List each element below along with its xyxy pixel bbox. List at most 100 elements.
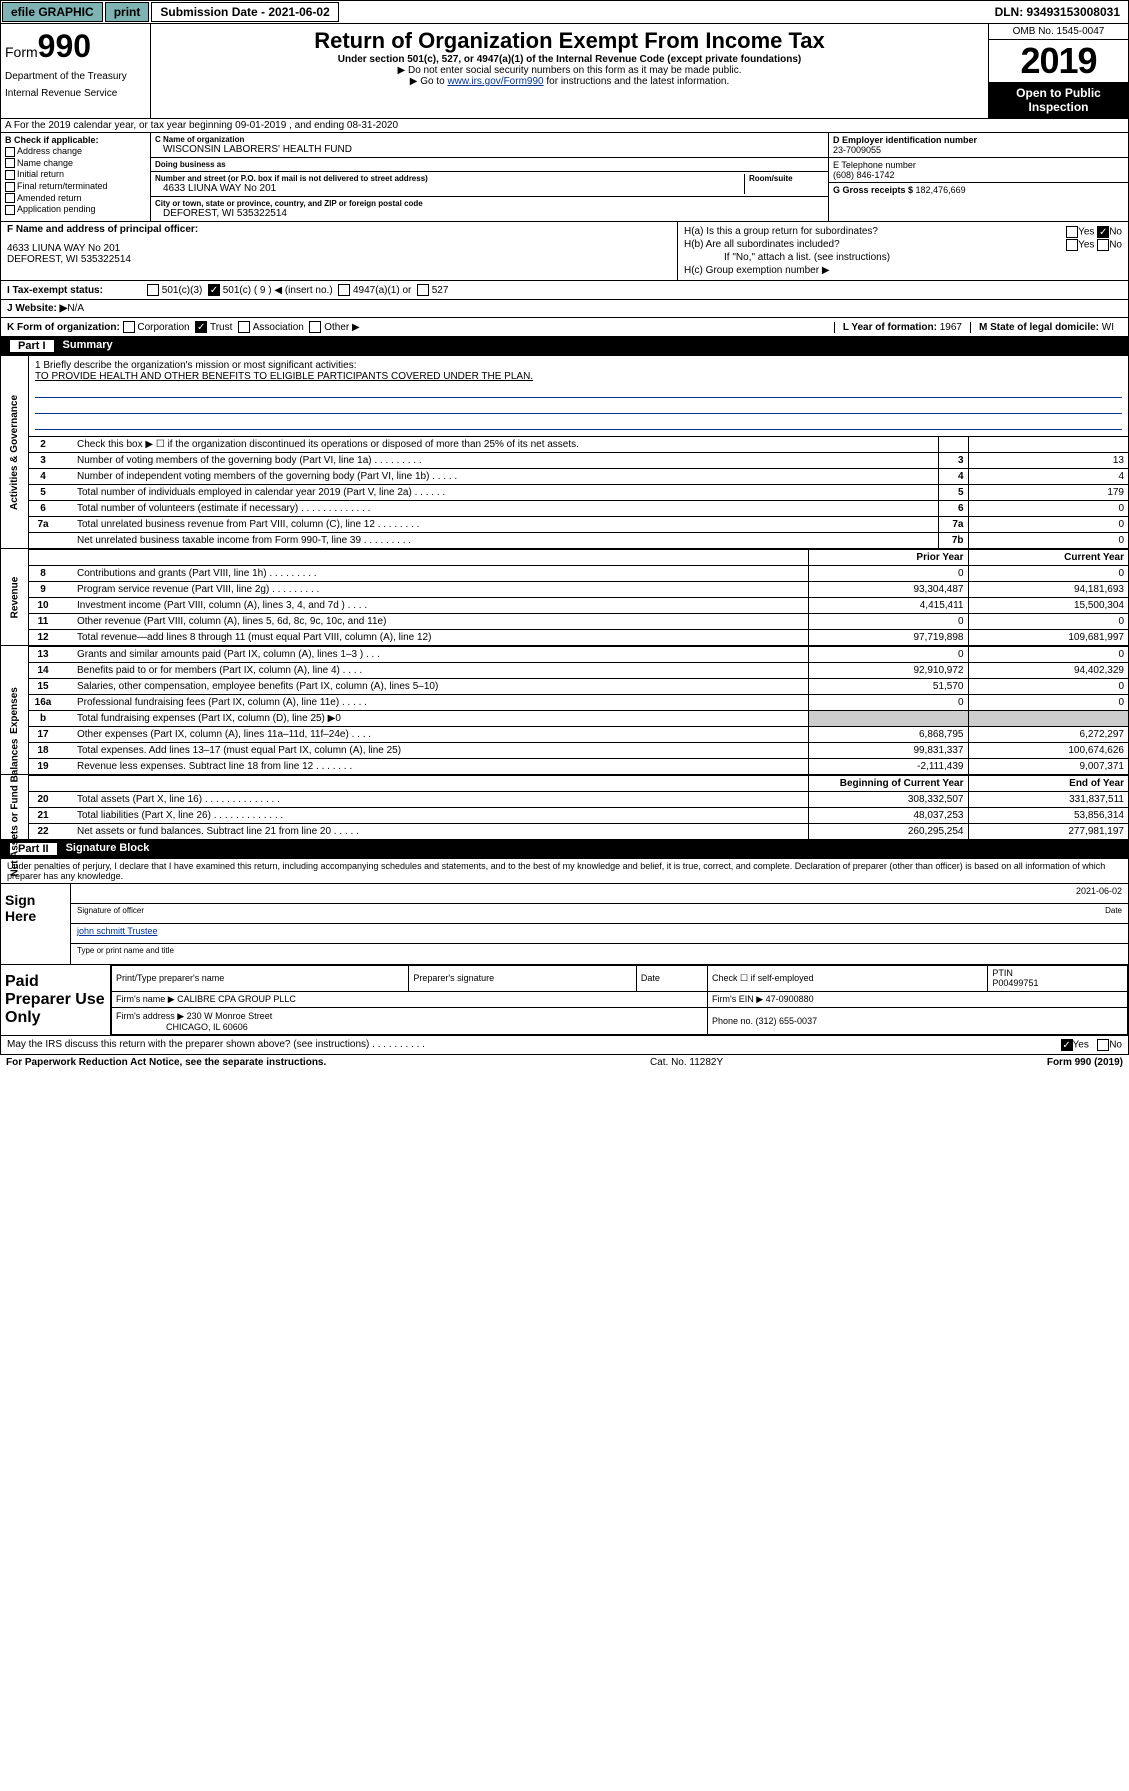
form-header: Form990 Department of the Treasury Inter… [0,24,1129,119]
hc-label: H(c) Group exemption number ▶ [684,265,1122,276]
note-goto-post: for instructions and the latest informat… [544,76,730,87]
org-name-label: C Name of organization [155,135,824,144]
table-row: Net unrelated business taxable income fr… [29,533,1128,549]
table-row: 9Program service revenue (Part VIII, lin… [29,582,1128,598]
ein-label: D Employer identification number [833,135,1124,145]
chk-527[interactable] [417,284,429,296]
revenue-section: Revenue Prior YearCurrent Year8Contribut… [0,549,1129,646]
firm-addr-label: Firm's address ▶ [116,1011,187,1021]
table-row: 6Total number of volunteers (estimate if… [29,501,1128,517]
chk-other[interactable] [309,321,321,333]
addr-value: 4633 LIUNA WAY No 201 [155,183,744,194]
table-row: 3Number of voting members of the governi… [29,453,1128,469]
table-row: 4Number of independent voting members of… [29,469,1128,485]
self-employed-cell: Check ☐ if self-employed [707,966,987,992]
hb-no-checkbox[interactable] [1097,239,1109,251]
box-h: H(a) Is this a group return for subordin… [678,222,1128,280]
sign-date: 2021-06-02 [1076,886,1122,896]
print-button[interactable]: print [105,2,150,22]
firm-addr1: 230 W Monroe Street [187,1011,273,1021]
dept-treasury: Department of the Treasury [5,71,146,82]
footer-catno: Cat. No. 11282Y [650,1057,723,1068]
website-row: J Website: ▶ N/A [0,300,1129,318]
perjury-text: Under penalties of perjury, I declare th… [1,859,1128,884]
gross-label: G Gross receipts $ [833,185,916,195]
firm-name: CALIBRE CPA GROUP PLLC [177,994,296,1004]
ha-label: H(a) Is this a group return for subordin… [684,226,878,237]
firm-name-label: Firm's name ▶ [116,994,177,1004]
open-to-public: Open to Public Inspection [989,82,1128,118]
city-value: DEFOREST, WI 535322514 [155,208,824,219]
hb-yes-checkbox[interactable] [1066,239,1078,251]
hb-label: H(b) Are all subordinates included? [684,239,840,250]
chk-amended[interactable]: Amended return [5,193,146,204]
chk-501c[interactable]: ✓ [208,284,220,296]
footer-left: For Paperwork Reduction Act Notice, see … [6,1057,326,1068]
chk-app-pending[interactable]: Application pending [5,204,146,215]
revenue-table: Prior YearCurrent Year8Contributions and… [29,549,1128,645]
mission-block: 1 Briefly describe the organization's mi… [29,356,1128,436]
discuss-yes-checkbox[interactable]: ✓ [1061,1039,1073,1051]
phone-label: E Telephone number [833,160,1124,170]
year-formation-label: L Year of formation: [843,322,940,333]
chk-initial-return[interactable]: Initial return [5,169,146,180]
box-f: F Name and address of principal officer:… [1,222,678,280]
table-row: 8Contributions and grants (Part VIII, li… [29,566,1128,582]
tax-year: 2019 [989,40,1128,82]
table-row: 2Check this box ▶ ☐ if the organization … [29,437,1128,453]
table-row: 13Grants and similar amounts paid (Part … [29,647,1128,663]
form-label: Form [5,44,38,60]
mission-answer: TO PROVIDE HEALTH AND OTHER BENEFITS TO … [35,371,1122,382]
signer-name[interactable]: john schmitt Trustee [77,926,158,941]
ha-no-checkbox[interactable]: ✓ [1097,226,1109,238]
ptin-label: PTIN [992,968,1013,978]
ein-value: 23-7009055 [833,145,1124,155]
table-row: 22Net assets or fund balances. Subtract … [29,824,1128,840]
hb-note: If "No," attach a list. (see instruction… [684,252,1122,263]
chk-address-change[interactable]: Address change [5,146,146,157]
table-row: 15Salaries, other compensation, employee… [29,679,1128,695]
chk-final-return[interactable]: Final return/terminated [5,181,146,192]
vlabel-netassets: Net Assets or Fund Balances [1,775,29,839]
note-goto-pre: ▶ Go to [410,76,448,87]
state-domicile: WI [1102,322,1114,333]
form-title: Return of Organization Exempt From Incom… [155,28,984,54]
chk-trust[interactable]: ✓ [195,321,207,333]
mission-question: 1 Briefly describe the organization's mi… [35,360,1122,371]
efile-graphic-button[interactable]: efile GRAPHIC [2,2,103,22]
phone-value: (608) 846-1742 [833,170,1124,180]
table-row: Prior YearCurrent Year [29,550,1128,566]
table-row: Firm's address ▶ 230 W Monroe Street CHI… [112,1008,1128,1035]
top-bar: efile GRAPHIC print Submission Date - 20… [0,0,1129,24]
governance-section: Activities & Governance 1 Briefly descri… [0,356,1129,549]
chk-corporation[interactable] [123,321,135,333]
chk-association[interactable] [238,321,250,333]
sig-officer-label: Signature of officer [77,906,144,921]
sig-date-label: Date [1105,906,1122,921]
table-row: bTotal fundraising expenses (Part IX, co… [29,711,1128,727]
table-row: 19Revenue less expenses. Subtract line 1… [29,759,1128,775]
header-right: OMB No. 1545-0047 2019 Open to Public In… [988,24,1128,118]
firm-ein-label: Firm's EIN ▶ [712,994,766,1004]
vlabel-governance: Activities & Governance [1,356,29,548]
discuss-no-checkbox[interactable] [1097,1039,1109,1051]
chk-4947[interactable] [338,284,350,296]
firm-phone-label: Phone no. [712,1016,756,1026]
firm-ein: 47-0900880 [766,994,814,1004]
table-row: 20Total assets (Part X, line 16) . . . .… [29,792,1128,808]
room-label: Room/suite [749,174,824,183]
preparer-date-hdr: Date [636,966,707,992]
part2-title: Signature Block [66,842,150,856]
discuss-question: May the IRS discuss this return with the… [7,1039,425,1051]
chk-501c3[interactable] [147,284,159,296]
signature-block: Under penalties of perjury, I declare th… [0,859,1129,965]
footer-formref: Form 990 (2019) [1047,1057,1123,1068]
irs-form990-link[interactable]: www.irs.gov/Form990 [447,76,543,87]
section-a-period: A For the 2019 calendar year, or tax yea… [0,119,1129,133]
box-c: C Name of organization WISCONSIN LABORER… [151,133,828,221]
part1-num: Part I [9,339,55,353]
ha-yes-checkbox[interactable] [1066,226,1078,238]
org-name: WISCONSIN LABORERS' HEALTH FUND [155,144,824,155]
chk-name-change[interactable]: Name change [5,158,146,169]
note-ssn: ▶ Do not enter social security numbers o… [155,65,984,76]
